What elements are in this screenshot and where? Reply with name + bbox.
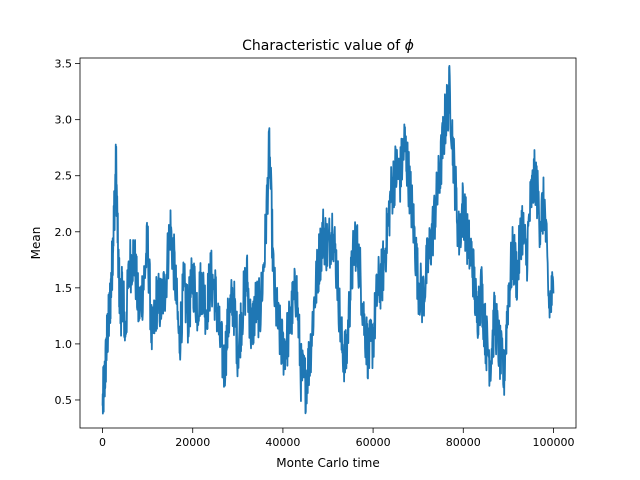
x-axis: 0 20000 40000 60000 80000 100000 (99, 428, 574, 449)
y-tick-label: 1.0 (55, 338, 73, 351)
y-tick-label: 2.5 (55, 170, 73, 183)
y-tick-label: 2.0 (55, 226, 73, 239)
y-tick-label: 3.5 (55, 58, 73, 71)
x-axis-label: Monte Carlo time (276, 456, 379, 470)
axes-frame (79, 57, 577, 429)
series-line (101, 65, 555, 415)
y-axis-label: Mean (29, 227, 43, 260)
x-tick-label: 40000 (265, 436, 300, 449)
x-tick-label: 60000 (356, 436, 391, 449)
x-tick-label: 80000 (446, 436, 481, 449)
x-tick-label: 0 (99, 436, 106, 449)
y-axis: 0.5 1.0 1.5 2.0 2.5 3.0 3.5 (55, 58, 80, 407)
chart-title: Characteristic value of ϕ (242, 38, 414, 54)
y-tick-label: 3.0 (55, 114, 73, 127)
x-tick-label: 100000 (532, 436, 574, 449)
y-tick-label: 1.5 (55, 282, 73, 295)
y-tick-label: 0.5 (55, 394, 73, 407)
x-tick-label: 20000 (175, 436, 210, 449)
plot-area (101, 65, 555, 415)
